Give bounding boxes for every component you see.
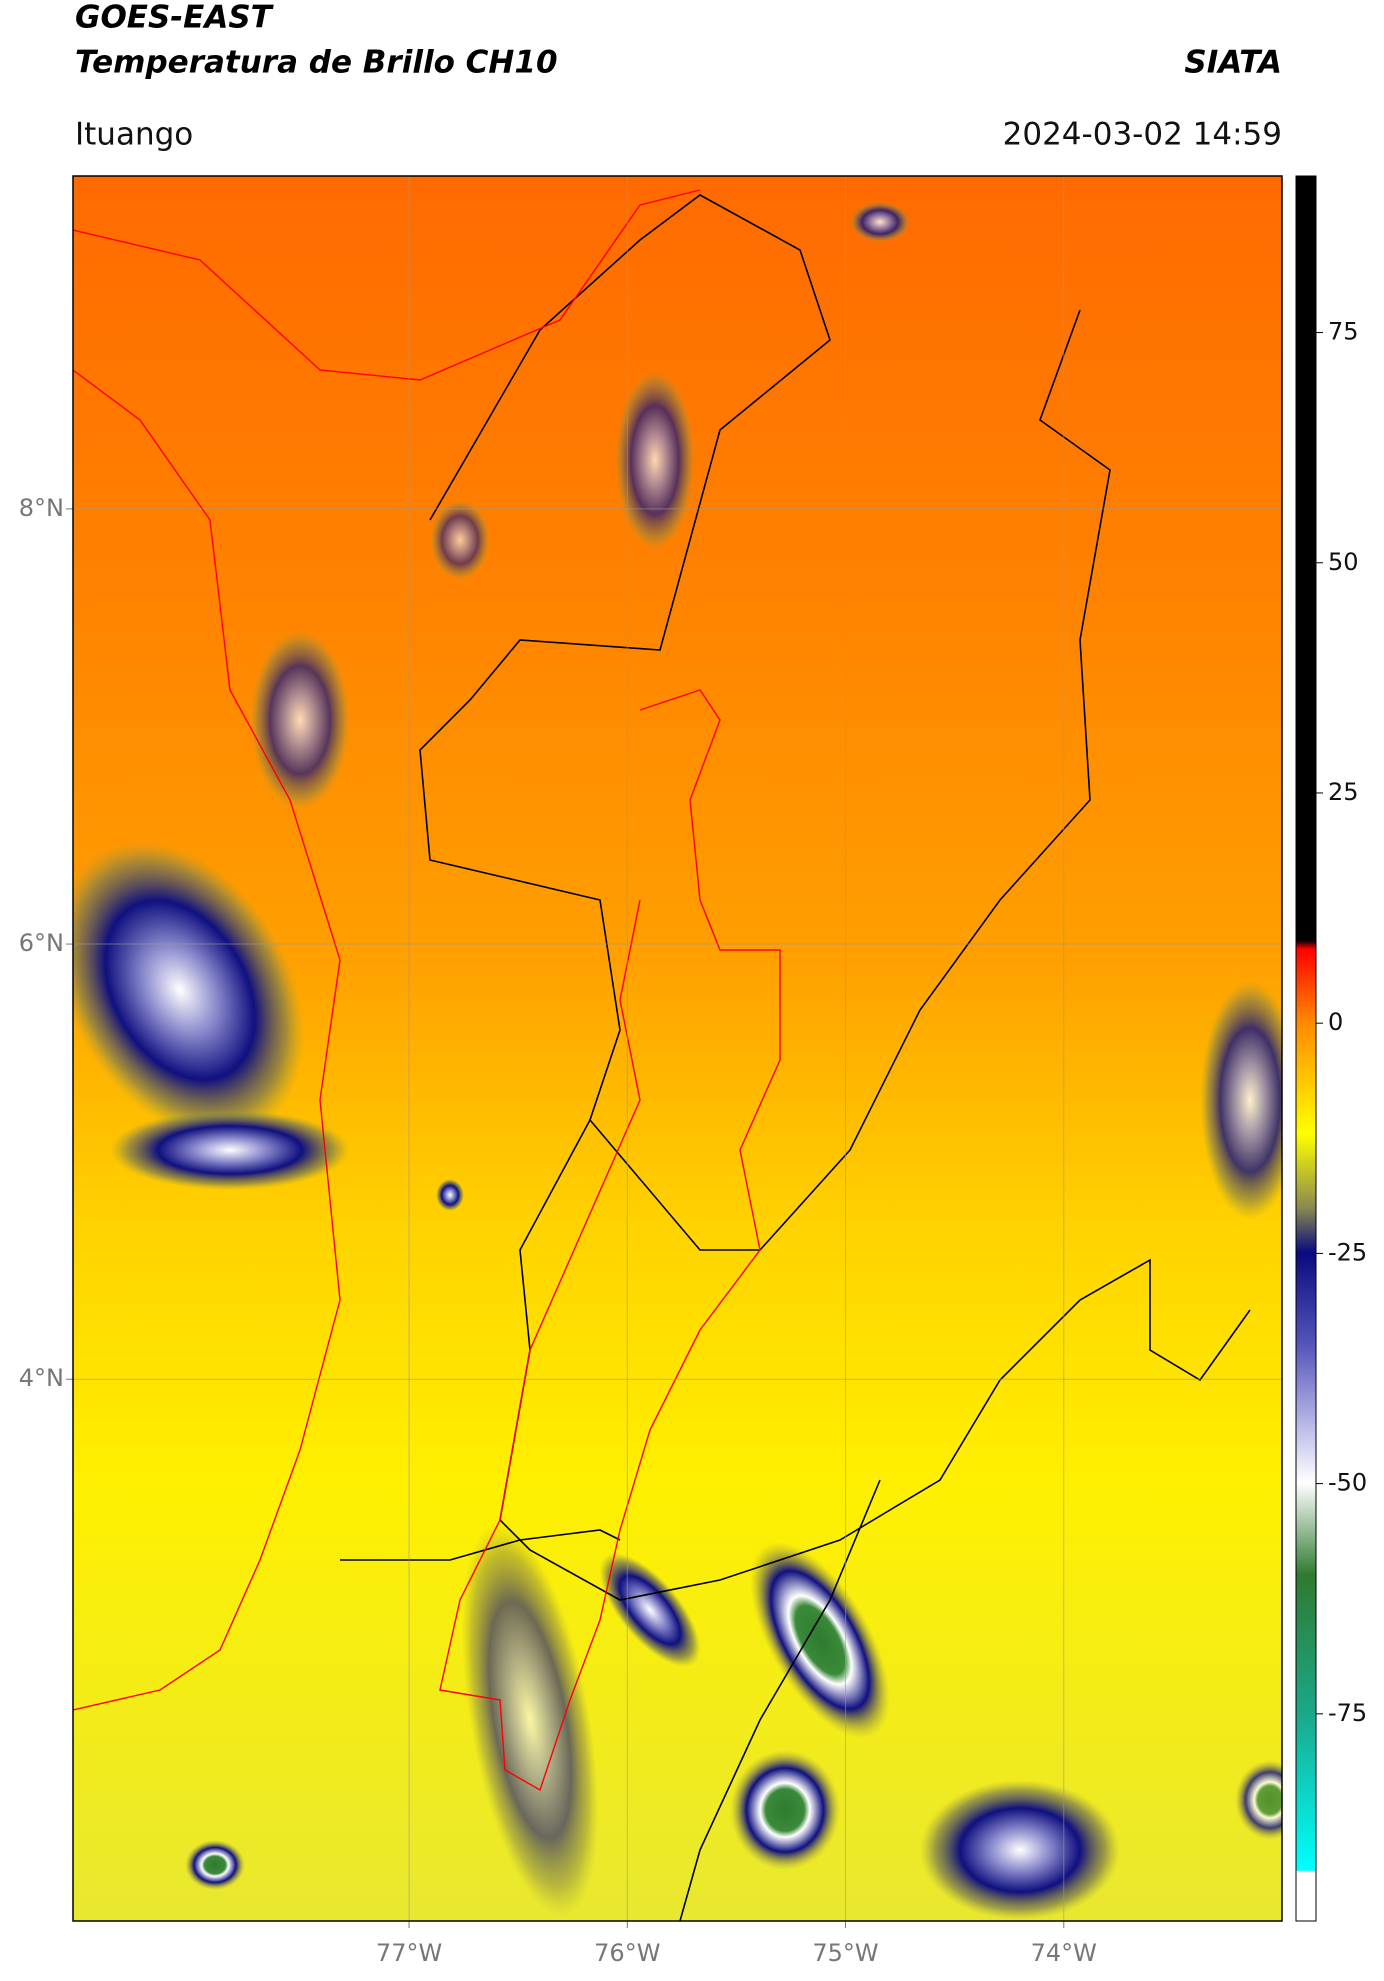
- datetime: 2024-03-02 14:59: [1003, 117, 1282, 153]
- location: Ituango: [75, 117, 193, 153]
- x-tick-label: 75°W: [812, 1939, 878, 1967]
- colorbar-tick-label: -75: [1328, 1699, 1367, 1727]
- y-tick-label: 8°N: [19, 494, 64, 522]
- subtitle: Temperatura de Brillo CH10: [75, 45, 558, 81]
- colorbar-tick-label: -50: [1328, 1469, 1367, 1497]
- y-tick-label: 6°N: [19, 929, 64, 957]
- x-tick-label: 76°W: [594, 1939, 660, 1967]
- colorbar: [1295, 175, 1317, 1922]
- grid: 77°W 76°W 75°W 74°W 8°N 6°N 4°N: [19, 176, 1282, 1967]
- y-tick-label: 4°N: [19, 1364, 64, 1392]
- colorbar-tick-label: 50: [1328, 548, 1359, 576]
- colorbar-tick-label: 75: [1328, 318, 1359, 346]
- colorbar-tick-label: 0: [1328, 1008, 1343, 1036]
- source: SIATA: [1184, 45, 1282, 81]
- x-tick-label: 77°W: [376, 1939, 442, 1967]
- x-tick-label: 74°W: [1031, 1939, 1097, 1967]
- colorbar-ticks: 75 50 25 0 -25 -50 -75: [1316, 318, 1367, 1727]
- colorbar-tick-label: 25: [1328, 778, 1359, 806]
- map-image: [73, 176, 1282, 1921]
- colorbar-tick-label: -25: [1328, 1238, 1367, 1266]
- map-frame: [72, 175, 1283, 1922]
- title: GOES-EAST: [75, 0, 275, 36]
